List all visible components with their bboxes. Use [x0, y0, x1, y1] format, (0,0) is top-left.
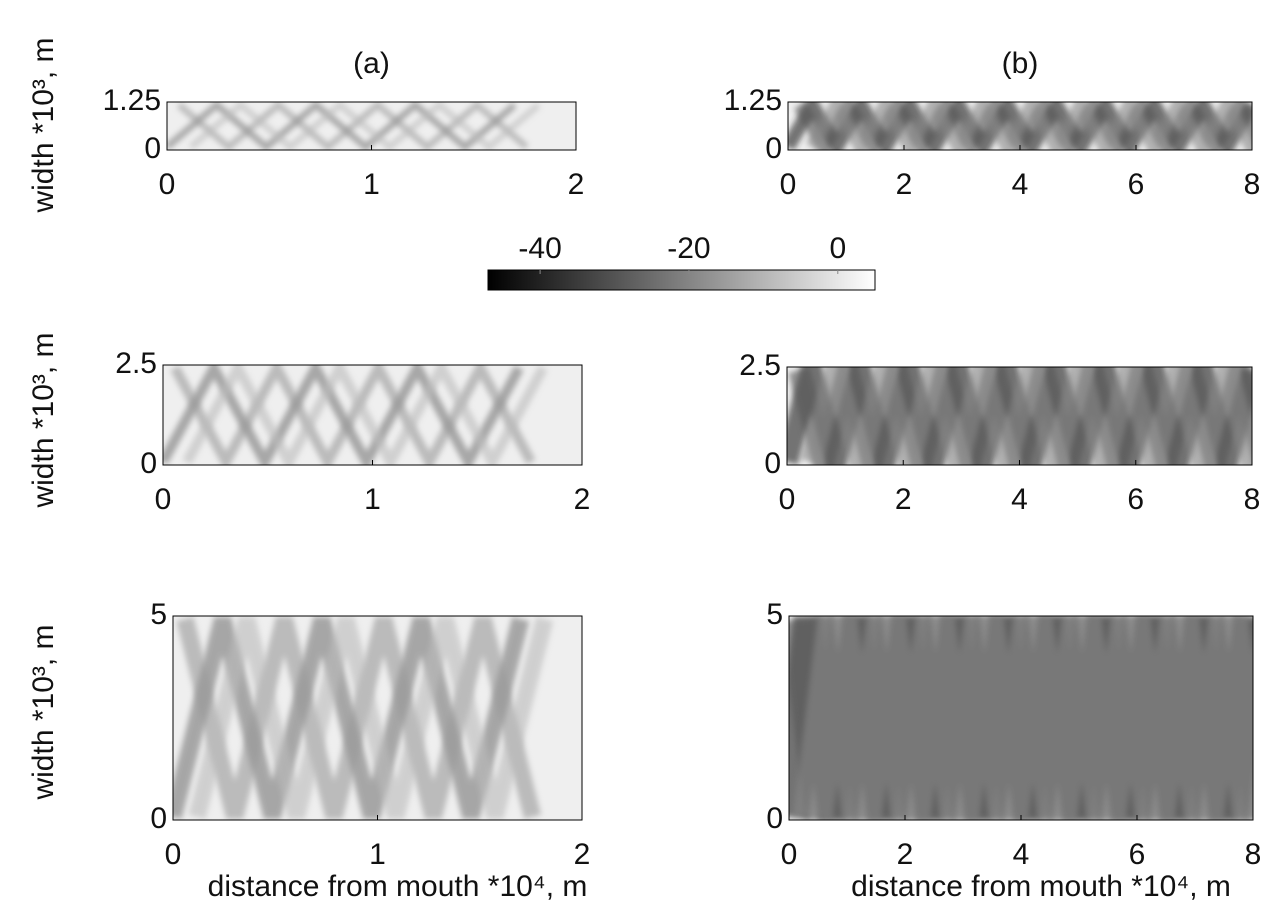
x-tick-label: 8 — [1244, 483, 1261, 516]
x-tick-label: 8 — [1245, 838, 1262, 871]
y-tick-label: 0 — [766, 802, 783, 835]
x-tick-label: 2 — [895, 483, 912, 516]
x-tick-label: 2 — [574, 838, 591, 871]
colorbar-tick-label: -20 — [667, 232, 710, 265]
panel-title: (a) — [353, 47, 390, 80]
x-axis-label: distance from mouth *10⁴, m — [208, 870, 588, 903]
field — [788, 102, 1276, 150]
x-axis-label: distance from mouth *10⁴, m — [851, 870, 1231, 903]
figure: 0 1 2 0 1.25 (a) width *10³, m 0 2 4 6 8 0 1.25 (b) 0 1 2… — [0, 0, 1281, 915]
y-tick-label: 1.25 — [724, 84, 782, 117]
field — [173, 616, 582, 820]
x-tick-label: 0 — [779, 483, 796, 516]
x-tick-label: 6 — [1129, 838, 1146, 871]
x-tick-label: 2 — [896, 168, 913, 201]
x-tick-label: 1 — [369, 838, 386, 871]
x-tick-label: 8 — [1244, 168, 1261, 201]
x-tick-label: 4 — [1011, 483, 1028, 516]
y-tick-label: 0 — [765, 132, 782, 165]
field — [787, 367, 1276, 465]
y-tick-label: 5 — [766, 598, 783, 631]
y-axis-label: width *10³, m — [27, 37, 60, 213]
x-tick-label: 0 — [165, 838, 182, 871]
y-tick-label: 0 — [140, 447, 157, 480]
y-tick-label: 2.5 — [115, 347, 157, 380]
channel — [813, 619, 1277, 817]
y-axis-label: width *10³, m — [27, 624, 60, 800]
x-tick-label: 6 — [1128, 168, 1145, 201]
x-tick-label: 1 — [363, 168, 380, 201]
x-tick-label: 1 — [364, 483, 381, 516]
x-tick-label: 0 — [781, 838, 798, 871]
field — [789, 616, 1277, 820]
field — [163, 365, 582, 465]
y-axis-label: width *10³, m — [27, 332, 60, 508]
panel-title: (b) — [1002, 47, 1039, 80]
y-tick-label: 0 — [764, 447, 781, 480]
y-tick-label: 0 — [144, 132, 161, 165]
y-tick-label: 2.5 — [739, 349, 781, 382]
x-tick-label: 6 — [1127, 483, 1144, 516]
y-tick-label: 1.25 — [103, 84, 161, 117]
colorbar — [488, 270, 875, 290]
x-tick-label: 0 — [155, 483, 172, 516]
y-tick-label: 0 — [150, 802, 167, 835]
field — [167, 102, 576, 150]
colorbar-tick-label: 0 — [829, 232, 846, 265]
x-tick-label: 4 — [1013, 838, 1030, 871]
x-tick-label: 0 — [780, 168, 797, 201]
x-tick-label: 2 — [574, 483, 591, 516]
y-tick-label: 5 — [150, 598, 167, 631]
colorbar-tick-label: -40 — [518, 232, 561, 265]
x-tick-label: 2 — [897, 838, 914, 871]
x-tick-label: 4 — [1012, 168, 1029, 201]
x-tick-label: 2 — [568, 168, 585, 201]
x-tick-label: 0 — [159, 168, 176, 201]
